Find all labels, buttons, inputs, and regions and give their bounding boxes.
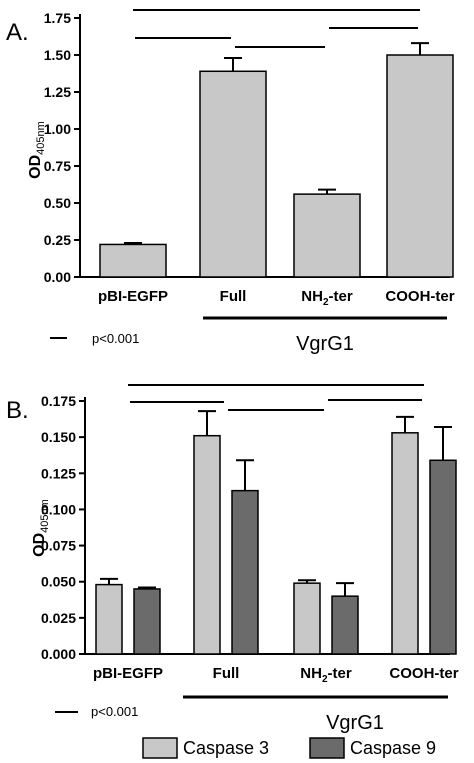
category-label: NH2-ter bbox=[301, 288, 353, 308]
category-label: pBI-EGFP bbox=[98, 288, 168, 305]
category-label: pBI-EGFP bbox=[93, 665, 163, 682]
y-tick-label: 0.25 bbox=[44, 232, 71, 248]
category-label: Full bbox=[220, 288, 247, 305]
group-label: VgrG1 bbox=[296, 333, 354, 355]
y-tick-label: 1.00 bbox=[44, 121, 71, 137]
p-value-label: p<0.001 bbox=[91, 704, 138, 719]
category-label: COOH-ter bbox=[389, 665, 458, 682]
panel-b: B. OD405nm 0.000 0.025 0.050 0.075 0.100 0.125 0… bbox=[6, 384, 459, 734]
y-tick-label: 0.175 bbox=[41, 393, 76, 409]
y-tick-label: 0.000 bbox=[41, 646, 76, 662]
p-value-label: p<0.001 bbox=[92, 331, 139, 346]
bar bbox=[99, 243, 167, 278]
category-label: NH2-ter bbox=[300, 665, 352, 685]
legend-swatch bbox=[142, 737, 178, 759]
bar bbox=[386, 54, 454, 278]
y-tick-label: 1.75 bbox=[44, 10, 71, 26]
bar bbox=[133, 588, 161, 655]
bar bbox=[199, 70, 267, 278]
panel-label: A. bbox=[6, 19, 29, 46]
bar bbox=[293, 193, 361, 278]
y-tick-label: 0.125 bbox=[41, 465, 76, 481]
y-axis-label: OD405nm bbox=[27, 121, 47, 179]
y-tick-label: 0.150 bbox=[41, 429, 76, 445]
panel-label: B. bbox=[6, 397, 29, 424]
bar bbox=[429, 459, 457, 655]
legend-label: Caspase 3 bbox=[183, 738, 269, 758]
y-tick-label: 0.50 bbox=[44, 195, 71, 211]
y-tick-label: 0.050 bbox=[41, 574, 76, 590]
y-tick-label: 0.025 bbox=[41, 610, 76, 626]
category-label: Full bbox=[213, 665, 240, 682]
bar bbox=[293, 582, 321, 655]
legend-swatch bbox=[309, 737, 345, 759]
y-axis-label: OD405nm bbox=[31, 499, 51, 557]
y-tick-label: 0.75 bbox=[44, 158, 71, 174]
y-tick-label: 1.25 bbox=[44, 84, 71, 100]
y-tick-label: 0.075 bbox=[41, 538, 76, 554]
legend-label: Caspase 9 bbox=[350, 738, 436, 758]
y-tick-label: 1.50 bbox=[44, 47, 71, 63]
bar bbox=[391, 432, 419, 655]
y-tick-label: 0.00 bbox=[44, 269, 71, 285]
panel-a: A. OD405nm 0.00 0.25 0.50 0.75 1.00 1.25 1.50 1.7… bbox=[6, 9, 455, 355]
bar bbox=[193, 434, 221, 655]
y-tick-label: 0.100 bbox=[41, 501, 76, 517]
bar bbox=[231, 489, 259, 655]
category-label: COOH-ter bbox=[385, 288, 454, 305]
bar bbox=[331, 595, 359, 655]
bar bbox=[95, 583, 123, 655]
legend: Caspase 3 Caspase 9 bbox=[142, 737, 436, 759]
group-label: VgrG1 bbox=[326, 712, 384, 734]
